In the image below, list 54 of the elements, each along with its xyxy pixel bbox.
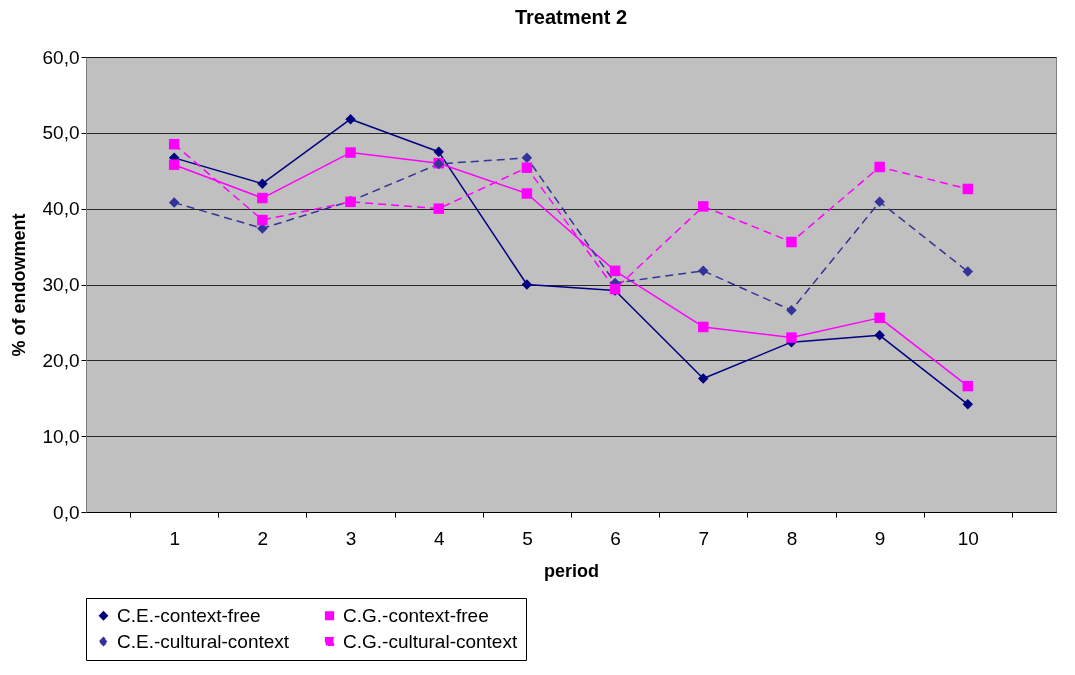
point [168,159,180,170]
point [257,178,268,189]
point [521,152,533,164]
point [874,196,885,208]
x-tick-label: 3 [345,527,357,549]
point [257,214,268,226]
x-axis-title: period [543,560,600,581]
x-tick-label: 6 [610,527,621,549]
y-axis-title: % of endowment [8,213,29,357]
point [786,332,797,343]
y-tick-label: 50,0 [42,122,80,144]
y-tick-label: 40,0 [42,198,80,220]
x-tick-label: 1 [169,527,180,549]
point [962,399,974,410]
x-tick-label: 5 [522,527,533,549]
x-tick-label: 2 [257,527,269,549]
point [521,162,533,173]
point [609,265,621,277]
x-tick-label: 4 [433,527,445,549]
point [521,279,533,290]
y-tick-label: 0,0 [53,501,80,523]
chart-title: Treatment 2 [514,6,628,28]
x-tick-label: 7 [698,527,710,549]
point [786,236,797,248]
legend-label: C.E.-cultural-context [117,630,290,652]
y-tick-label: 10,0 [42,425,80,447]
point [433,146,444,158]
point [168,197,180,208]
point [345,113,356,125]
legend-label: C.E.-context-free [117,604,261,626]
point [874,161,885,173]
point [874,330,885,341]
point [786,305,797,316]
legend-label: C.G.-context-free [343,604,489,626]
point [698,373,709,384]
point [698,201,709,212]
x-tick-label: 9 [874,527,886,549]
point [345,147,356,158]
point [168,138,180,150]
point [962,183,974,195]
legend-label: C.G.-cultural-context [343,630,518,652]
point [433,203,444,214]
point [257,192,268,204]
point [962,380,974,392]
x-tick-label: 10 [957,527,979,549]
point [962,266,974,277]
y-tick-label: 60,0 [42,46,80,68]
point [698,265,709,277]
x-tick-label: 8 [786,527,798,549]
point [698,321,709,333]
y-tick-label: 30,0 [42,274,80,295]
y-tick-label: 20,0 [42,349,80,371]
point [521,188,533,199]
point [874,312,885,324]
